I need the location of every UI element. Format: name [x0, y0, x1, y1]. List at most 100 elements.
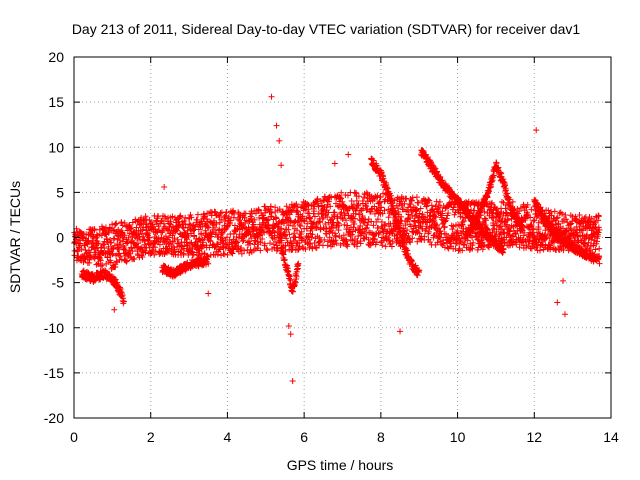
data-point [459, 221, 466, 228]
data-point [435, 202, 442, 209]
data-point [294, 203, 301, 210]
data-point [322, 220, 329, 227]
data-point [207, 238, 214, 245]
data-point [127, 250, 134, 257]
data-point [77, 240, 84, 247]
data-point [348, 214, 355, 221]
data-point [219, 230, 226, 237]
data-point [329, 229, 336, 236]
data-point-outlier [533, 127, 540, 134]
data-point [106, 228, 113, 235]
data-point [84, 238, 91, 245]
data-point [199, 223, 206, 230]
data-point [104, 236, 111, 243]
data-point [358, 229, 365, 236]
data-point [211, 217, 218, 224]
data-point [349, 231, 356, 238]
data-point [376, 199, 383, 206]
x-tick-label: 8 [377, 429, 385, 445]
data-point [332, 233, 339, 240]
data-point [409, 235, 416, 242]
y-tick-label: -15 [44, 365, 64, 381]
data-point [188, 214, 195, 221]
data-point [382, 221, 389, 228]
y-tick-label: 0 [56, 230, 64, 246]
data-point [423, 225, 430, 232]
data-point [272, 239, 279, 246]
data-point [377, 193, 384, 200]
data-point [454, 227, 461, 234]
data-point [379, 210, 386, 217]
data-point [129, 219, 136, 226]
data-point [554, 214, 561, 221]
data-point [112, 221, 119, 228]
data-point [194, 216, 201, 223]
data-point [338, 189, 345, 196]
data-point [188, 230, 195, 237]
data-point [326, 234, 333, 241]
data-point-outlier [561, 311, 568, 318]
data-point [308, 234, 315, 241]
data-point [254, 207, 261, 214]
data-point [381, 207, 388, 214]
data-point [104, 254, 111, 261]
data-point [128, 245, 135, 252]
data-point [254, 238, 261, 245]
data-point [331, 209, 338, 216]
data-point [450, 223, 457, 230]
data-point [283, 235, 290, 242]
data-point [149, 222, 156, 229]
data-point [221, 251, 228, 258]
data-point [509, 198, 516, 205]
data-point [77, 256, 84, 263]
data-point [344, 241, 351, 248]
data-point [315, 203, 322, 210]
data-point [475, 237, 482, 244]
data-point [246, 249, 253, 256]
data-point [528, 221, 535, 228]
data-point [76, 242, 83, 249]
data-point [530, 218, 537, 225]
data-point [357, 222, 364, 229]
data-point [415, 199, 422, 206]
data-point [546, 235, 553, 242]
data-point [524, 201, 531, 208]
data-point [370, 222, 377, 229]
data-point [257, 239, 264, 246]
data-point [229, 250, 236, 257]
data-point [261, 229, 268, 236]
data-point [97, 257, 104, 264]
data-point [213, 221, 220, 228]
data-point-outlier [111, 306, 118, 313]
data-point-outlier [205, 290, 212, 297]
data-point [436, 234, 443, 241]
data-point [479, 246, 486, 253]
data-point [124, 240, 131, 247]
data-point [547, 244, 554, 251]
data-point [469, 234, 476, 241]
data-point [295, 246, 302, 253]
data-point [203, 216, 210, 223]
data-point [503, 221, 510, 228]
data-point [413, 206, 420, 213]
data-point [349, 237, 356, 244]
y-tick-label: 15 [48, 94, 64, 110]
data-point [498, 225, 505, 232]
data-point [362, 225, 369, 232]
data-point [539, 239, 546, 246]
data-point [439, 208, 446, 215]
data-point [227, 217, 234, 224]
data-point [341, 221, 348, 228]
data-point-outlier [397, 328, 404, 335]
data-point [545, 207, 552, 214]
data-point [309, 231, 316, 238]
data-point [226, 220, 233, 227]
data-point [504, 216, 511, 223]
data-point [236, 226, 243, 233]
data-point [166, 234, 173, 241]
data-point-outlier [560, 277, 567, 284]
data-point [263, 245, 270, 252]
data-point [230, 207, 237, 214]
data-point [191, 232, 198, 239]
data-point [177, 212, 184, 219]
